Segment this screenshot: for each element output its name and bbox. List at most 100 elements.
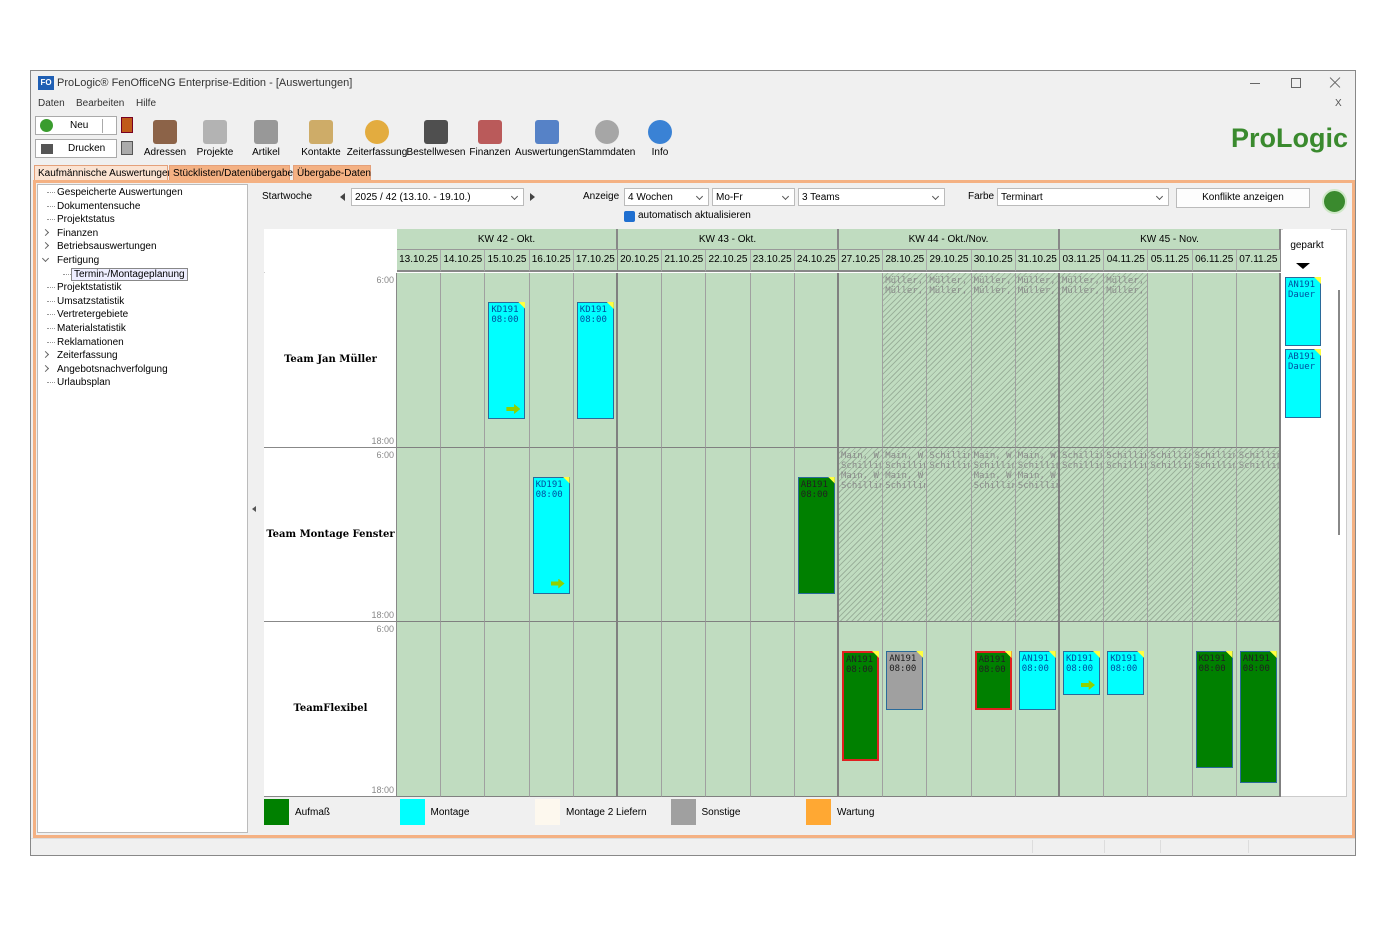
toolbar-label[interactable]: Bestellwesen <box>406 147 466 158</box>
tab[interactable]: Übergabe-Daten <box>293 165 371 181</box>
event[interactable]: AN191 08:00 <box>1018 651 1056 710</box>
toolbar-label[interactable]: Artikel <box>252 147 280 158</box>
splitter-arrow[interactable] <box>252 506 256 512</box>
date-header: 23.10.25 <box>750 250 795 272</box>
blocked-name: Schilling, <box>885 460 925 471</box>
event-text: 08:00 <box>1198 664 1226 674</box>
dropdown-arrow[interactable] <box>102 119 116 133</box>
print-button[interactable]: Drucken <box>35 139 117 158</box>
parked-event[interactable]: AN191 Dauer <box>1285 277 1321 346</box>
team-name: TeamFlexibel <box>293 703 368 715</box>
tab[interactable]: Stücklisten/Datenübergaben <box>169 165 299 181</box>
menu-item[interactable]: Daten <box>38 98 65 109</box>
event[interactable]: AN191 08:00 <box>1239 651 1277 783</box>
select[interactable]: 4 Wochen <box>624 188 709 206</box>
tree-item[interactable]: Projektstatistik <box>57 282 122 294</box>
tree-item[interactable]: Betriebsauswertungen <box>57 241 157 253</box>
toolbar-icon[interactable] <box>153 120 177 144</box>
time-label: 18:00 <box>371 610 394 620</box>
checkbox-label[interactable]: automatisch aktualisieren <box>638 210 751 221</box>
legend-swatch <box>399 799 425 825</box>
event[interactable]: KD191 08:00 <box>1063 651 1100 695</box>
blocked-name: Schilling, <box>1106 450 1146 461</box>
label: Startwoche <box>262 191 313 202</box>
toolbar-label[interactable]: Projekte <box>196 147 234 158</box>
event[interactable]: AN191 08:00 <box>842 651 879 761</box>
trash-button[interactable] <box>1322 189 1347 214</box>
tree-item[interactable]: Vertretergebiete <box>57 309 129 321</box>
event[interactable]: AB191 08:00 <box>797 476 835 594</box>
label: Anzeige <box>583 191 620 202</box>
toolbar-icon[interactable] <box>254 120 278 144</box>
toolbar-icon[interactable] <box>478 120 502 144</box>
toolbar-label[interactable]: Adressen <box>143 147 187 158</box>
tree-item[interactable]: Materialstatistik <box>57 323 126 334</box>
book-icon[interactable] <box>121 117 133 133</box>
select[interactable]: 2025 / 42 (13.10. - 19.10.) <box>351 188 524 206</box>
toolbar-label[interactable]: Finanzen <box>469 147 511 158</box>
toolbar-icon[interactable] <box>535 120 559 144</box>
toolbar-icon[interactable] <box>424 120 448 144</box>
event[interactable]: KD191 08:00 <box>1107 651 1145 695</box>
blocked-name: Müller, J <box>973 286 1014 296</box>
menu-item[interactable]: Bearbeiten <box>76 98 125 109</box>
date-header: 16.10.25 <box>529 250 574 272</box>
tab[interactable]: Kaufmännische Auswertungen <box>34 165 173 181</box>
event[interactable]: AB191 08:00 <box>974 651 1012 710</box>
tree-item[interactable]: Projektstatus <box>57 214 115 226</box>
event-text: KD191 <box>491 305 519 315</box>
conflicts-button[interactable]: Konflikte anzeigen <box>1176 188 1310 208</box>
tree-item[interactable]: Urlaubsplan <box>57 377 111 389</box>
team-name: Team Montage Fenster <box>266 528 395 540</box>
tree-connector <box>47 341 55 343</box>
select[interactable]: Mo-Fr <box>712 188 795 206</box>
event[interactable]: KD191 08:00 <box>488 302 526 419</box>
event[interactable]: KD191 08:00 <box>1195 651 1233 768</box>
maximize-button[interactable] <box>1291 78 1301 88</box>
blocked-name: Main, W <box>973 450 1012 461</box>
event[interactable]: AN191 08:00 <box>886 651 924 710</box>
tree-item[interactable]: Dokumentensuche <box>57 200 141 212</box>
day-cell <box>618 447 663 622</box>
event[interactable]: KD191 08:00 <box>576 302 614 419</box>
tree-item[interactable]: Zeiterfassung <box>57 350 118 362</box>
next-week[interactable] <box>530 193 535 201</box>
lock-icon[interactable] <box>121 141 133 155</box>
select[interactable]: Terminart <box>997 188 1169 206</box>
close-button[interactable] <box>1328 76 1342 90</box>
prev-week[interactable] <box>340 193 345 201</box>
checkbox[interactable] <box>624 211 635 222</box>
toolbar-icon[interactable] <box>365 120 389 144</box>
toolbar-label[interactable]: Zeiterfassung <box>346 147 408 158</box>
tree-item[interactable]: Fertigung <box>57 255 100 266</box>
event-text: 08:00 <box>800 489 828 500</box>
blocked-name: Müller, J <box>1017 276 1058 286</box>
event-text: 08:00 <box>1110 664 1138 674</box>
event[interactable]: KD191 08:00 <box>532 476 570 594</box>
tree-item[interactable]: Reklamationen <box>57 336 124 348</box>
day-cell <box>927 622 972 797</box>
toolbar-label[interactable]: Kontakte <box>301 147 341 158</box>
time-label: 6:00 <box>376 624 394 634</box>
toolbar-icon[interactable] <box>203 120 227 144</box>
toolbar-icon[interactable] <box>309 120 333 144</box>
tree-item[interactable]: Umsatzstatistik <box>57 295 125 307</box>
blocked-name: Schilling, <box>1194 450 1235 461</box>
parked-event[interactable]: AB191 Dauer <box>1285 349 1321 418</box>
legend-label: Aufmaß <box>295 807 331 818</box>
tree-item[interactable]: Gespeicherte Auswertungen <box>57 187 183 198</box>
toolbar-label[interactable]: Auswertungen <box>515 147 579 158</box>
toolbar-label[interactable]: Stammdaten <box>578 147 636 158</box>
minimize-button[interactable] <box>1250 83 1260 84</box>
toolbar-icon[interactable] <box>648 120 672 144</box>
tree-item[interactable]: Termin-/Montageplanung <box>71 267 188 281</box>
toolbar-label[interactable]: Info <box>651 147 669 158</box>
new-button[interactable]: Neu <box>35 116 117 135</box>
menu-close[interactable]: X <box>1335 98 1342 109</box>
tree-item[interactable]: Finanzen <box>57 227 99 239</box>
select[interactable]: 3 Teams <box>798 188 945 206</box>
blocked-name: Schilling, <box>885 480 925 491</box>
tree-item[interactable]: Angebotsnachverfolgung <box>57 363 168 375</box>
toolbar-icon[interactable] <box>595 120 619 144</box>
menu-item[interactable]: Hilfe <box>136 98 157 109</box>
